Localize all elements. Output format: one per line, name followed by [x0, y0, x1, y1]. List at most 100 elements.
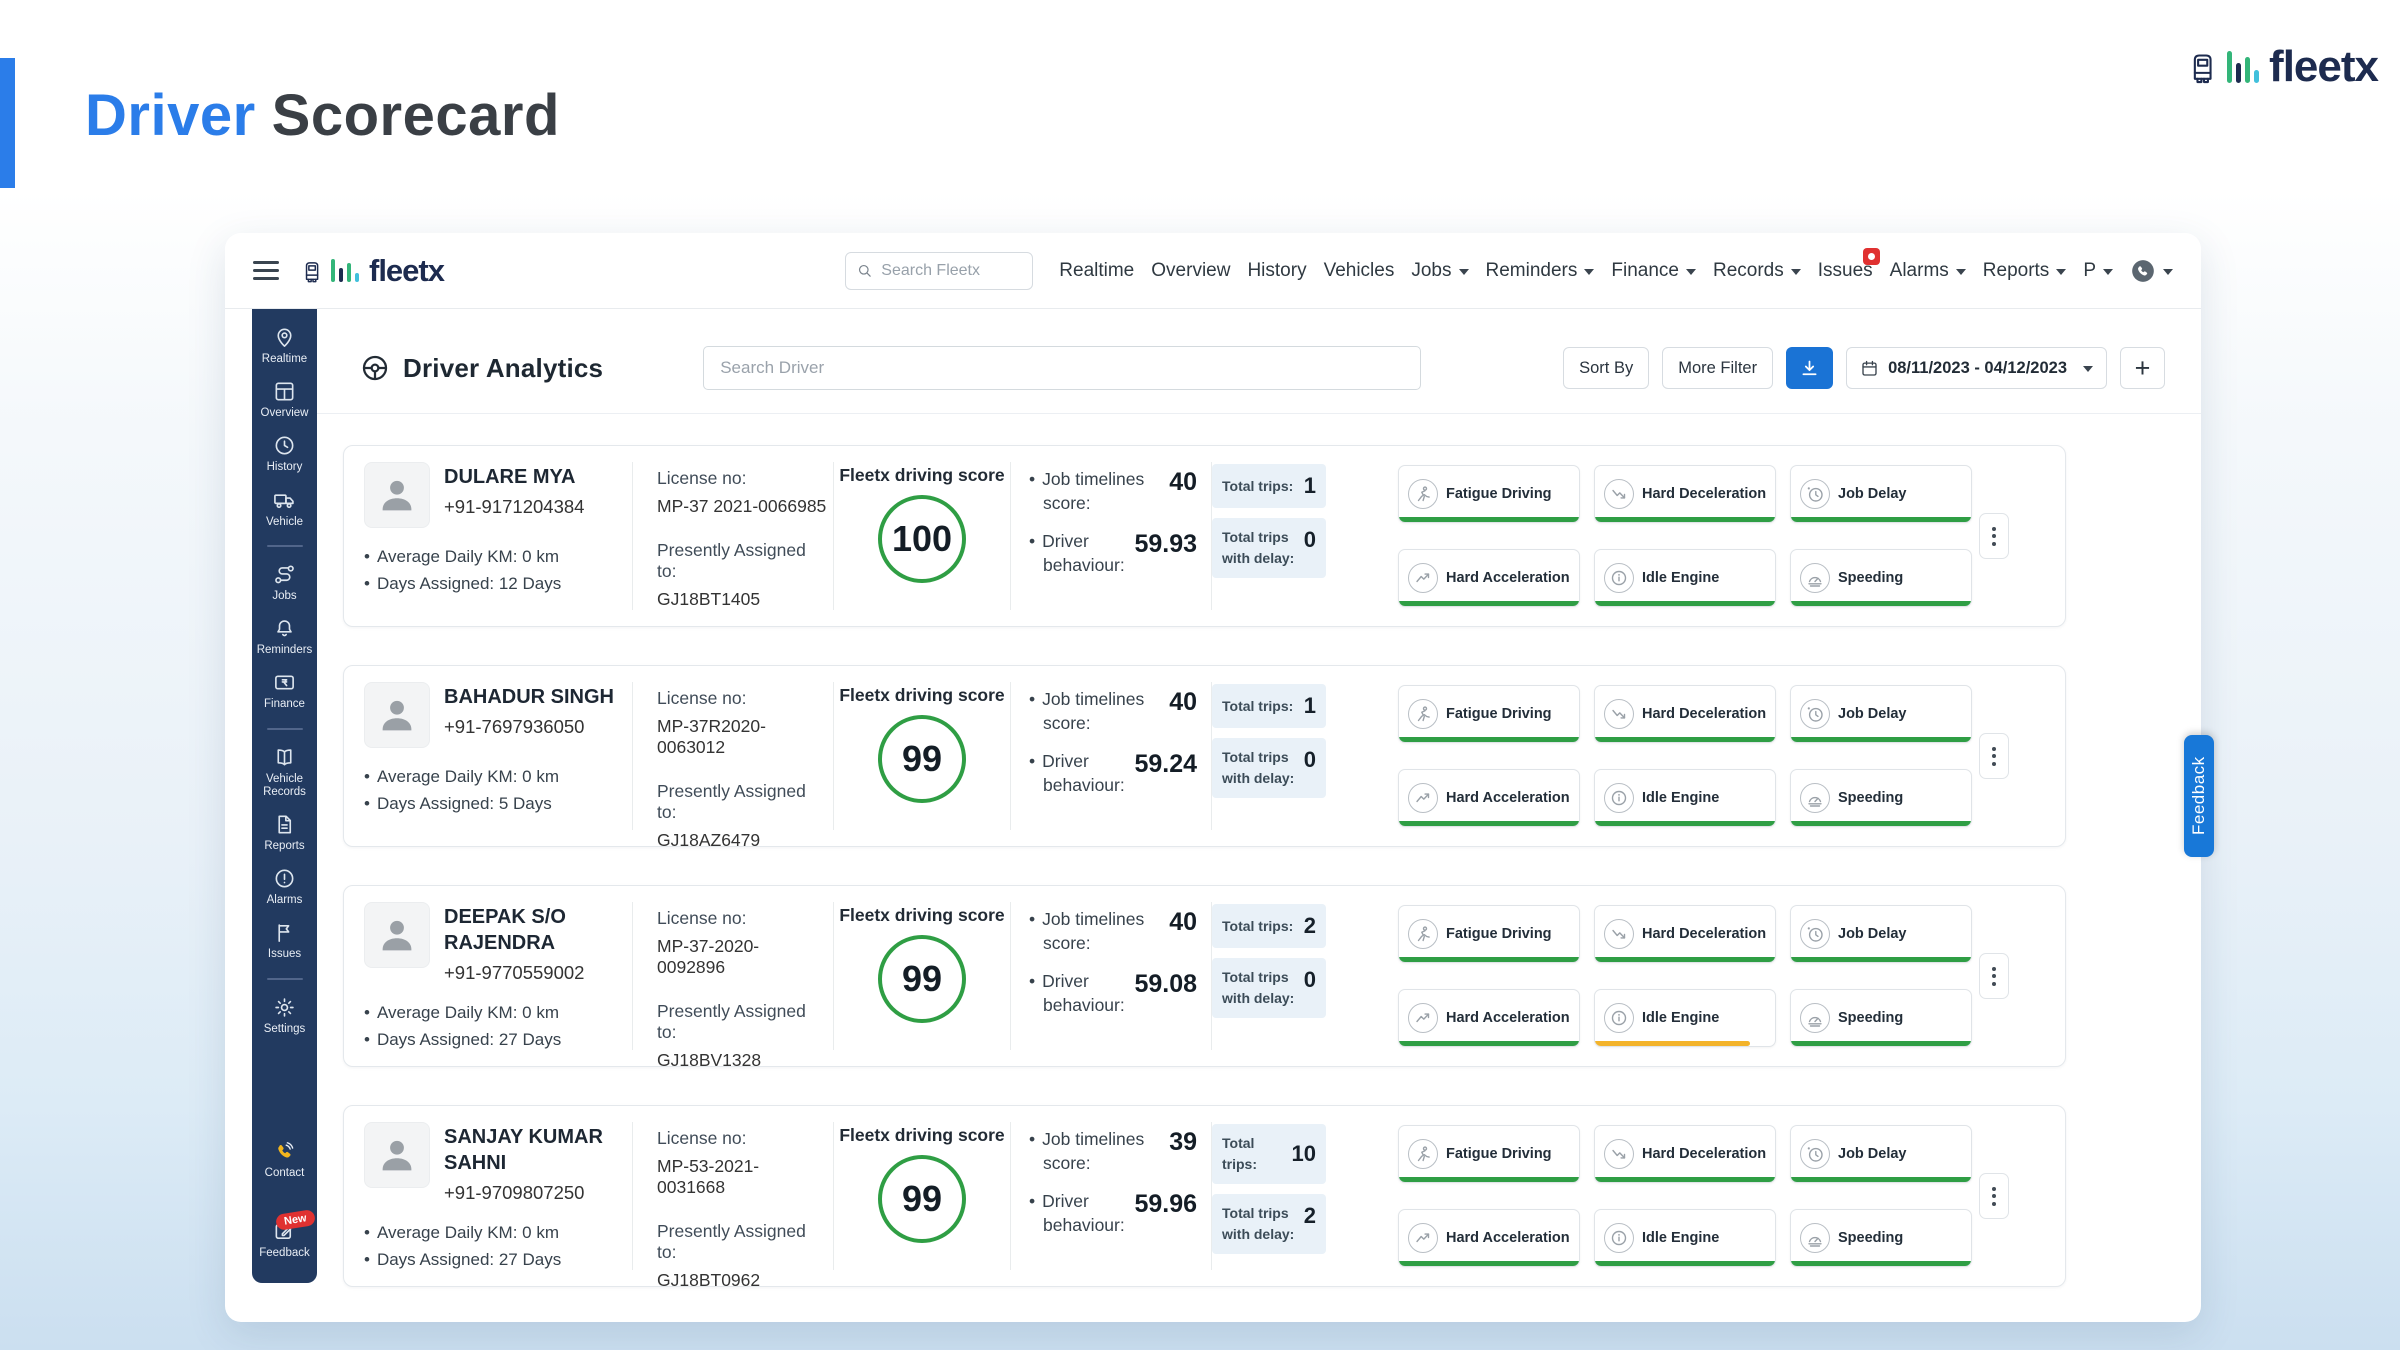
license-value: MP-37R2020-0063012: [657, 716, 766, 757]
behavior-hard-deceleration[interactable]: Hard Deceleration: [1594, 905, 1776, 963]
page-title-secondary: Scorecard: [271, 83, 560, 148]
chevron-down-icon: [1685, 268, 1696, 275]
behavior-fatigue-driving[interactable]: Fatigue Driving: [1398, 905, 1580, 963]
global-search-input[interactable]: [881, 261, 1023, 280]
more-filter-button[interactable]: More Filter: [1662, 347, 1774, 389]
download-button[interactable]: [1786, 347, 1834, 389]
card-divider: [632, 902, 633, 1050]
sidebar-item-label: Jobs: [272, 589, 297, 602]
sort-by-button[interactable]: Sort By: [1563, 347, 1650, 389]
behavior-fatigue-driving[interactable]: Fatigue Driving: [1398, 1125, 1580, 1183]
nav-item-jobs[interactable]: Jobs: [1411, 259, 1469, 282]
nav-item-vehicles[interactable]: Vehicles: [1324, 260, 1395, 282]
behavior-job-delay[interactable]: Job Delay: [1790, 465, 1972, 523]
sidebar-item-contact[interactable]: Contact: [252, 1140, 317, 1180]
sidebar-item-feedback[interactable]: Feedback New: [252, 1208, 317, 1260]
behavior-label: Job Delay: [1838, 1146, 1907, 1162]
main-content: Driver Analytics Sort By More Filter 08/…: [317, 309, 2201, 1322]
nav-item-p[interactable]: P: [2083, 260, 2113, 282]
nav-item-reports[interactable]: Reports: [1983, 260, 2067, 282]
nav-item-finance[interactable]: Finance: [1611, 260, 1696, 282]
behavior-hard-deceleration[interactable]: Hard Deceleration: [1594, 465, 1776, 523]
sidebar-item-label: Reminders: [256, 644, 313, 657]
behavior-hard-deceleration[interactable]: Hard Deceleration: [1594, 685, 1776, 743]
sidebar-item-reminders[interactable]: Reminders: [252, 617, 317, 657]
settings-icon: [273, 996, 296, 1019]
contact-phone-icon: [273, 1140, 296, 1163]
nav-item-label: Jobs: [1411, 259, 1452, 281]
global-search[interactable]: [845, 251, 1034, 290]
nav-item-issues[interactable]: Issues: [1818, 247, 1880, 282]
sidebar-item-label: History: [266, 461, 303, 474]
assigned-label: Presently Assigned to:: [657, 1221, 806, 1262]
total-trips-label: Total trips:: [1222, 477, 1294, 494]
behavior-hard-acceleration[interactable]: Hard Acceleration: [1398, 989, 1580, 1047]
nav-item-realtime[interactable]: Realtime: [1059, 260, 1134, 282]
alarms-icon: [273, 867, 296, 890]
sidebar-item-jobs[interactable]: Jobs: [252, 563, 317, 603]
nav-item-records[interactable]: Records: [1713, 260, 1801, 282]
nav-item-history[interactable]: History: [1247, 260, 1306, 282]
driver-cards-list: DULARE MYA +91-9171204384 Average Daily …: [317, 445, 2201, 1290]
assigned-value: GJ18BV1328: [657, 1050, 762, 1070]
driver-behaviour-value: 59.08: [1134, 970, 1197, 999]
nav-item-alarms[interactable]: Alarms: [1890, 260, 1966, 282]
sidebar-item-vehicle[interactable]: Vehicle: [252, 489, 317, 529]
driver-card: BAHADUR SINGH +91-7697936050 Average Dai…: [343, 665, 2066, 850]
date-range-button[interactable]: 08/11/2023 - 04/12/2023: [1846, 347, 2107, 389]
menu-icon[interactable]: [253, 261, 279, 280]
driving-score-label: Fleetx driving score: [839, 1125, 1005, 1145]
total-trips-value: 10: [1291, 1141, 1316, 1166]
card-menu-button[interactable]: [1979, 513, 2009, 559]
behavior-score-bar: [1595, 1041, 1750, 1046]
trend-down-icon: [1604, 919, 1634, 949]
add-button[interactable]: +: [2120, 347, 2165, 389]
behavior-speeding[interactable]: Speeding: [1790, 1209, 1972, 1267]
behavior-hard-acceleration[interactable]: Hard Acceleration: [1398, 769, 1580, 827]
sidebar-item-reports[interactable]: Reports: [252, 813, 317, 853]
behavior-idle-engine[interactable]: Idle Engine: [1594, 1209, 1776, 1267]
nav-item-overview[interactable]: Overview: [1151, 260, 1230, 282]
sidebar-item-overview[interactable]: Overview: [252, 380, 317, 420]
sidebar-item-settings[interactable]: Settings: [252, 996, 317, 1036]
behavior-job-delay[interactable]: Job Delay: [1790, 685, 1972, 743]
nav-item-reminders[interactable]: Reminders: [1486, 260, 1595, 282]
behavior-speeding[interactable]: Speeding: [1790, 549, 1972, 607]
sidebar-item-finance[interactable]: Finance: [252, 671, 317, 711]
behavior-hard-deceleration[interactable]: Hard Deceleration: [1594, 1125, 1776, 1183]
driver-search-input[interactable]: [704, 358, 1421, 378]
behavior-job-delay[interactable]: Job Delay: [1790, 905, 1972, 963]
behavior-job-delay[interactable]: Job Delay: [1790, 1125, 1972, 1183]
behavior-speeding[interactable]: Speeding: [1790, 769, 1972, 827]
fleetx-logo[interactable]: fleetx: [301, 253, 445, 289]
behavior-score-bar: [1791, 1041, 1971, 1046]
sidebar-item-issues[interactable]: Issues: [252, 921, 317, 961]
behavior-idle-engine[interactable]: Idle Engine: [1594, 549, 1776, 607]
card-menu-button[interactable]: [1979, 1173, 2009, 1219]
sidebar-item-alarms[interactable]: Alarms: [252, 867, 317, 907]
total-trips-value: 1: [1303, 473, 1316, 498]
behavior-fatigue-driving[interactable]: Fatigue Driving: [1398, 685, 1580, 743]
sidebar: Realtime Overview History Vehicle Jobs Remind…: [252, 309, 317, 1283]
total-trips-delay-label: Total trips with delay:: [1222, 969, 1295, 1006]
feedback-tab[interactable]: Feedback: [2184, 735, 2214, 857]
behavior-fatigue-driving[interactable]: Fatigue Driving: [1398, 465, 1580, 523]
page-title-primary: Driver: [85, 83, 256, 148]
behavior-hard-acceleration[interactable]: Hard Acceleration: [1398, 549, 1580, 607]
card-menu-button[interactable]: [1979, 733, 2009, 779]
trend-up-icon: [1408, 1003, 1438, 1033]
behavior-label: Hard Deceleration: [1642, 1146, 1767, 1162]
date-range-label: 08/11/2023 - 04/12/2023: [1888, 358, 2067, 377]
driver-search[interactable]: [703, 346, 1422, 390]
sidebar-item-realtime[interactable]: Realtime: [252, 326, 317, 366]
sidebar-item-history[interactable]: History: [252, 434, 317, 474]
behavior-idle-engine[interactable]: Idle Engine: [1594, 989, 1776, 1047]
behavior-idle-engine[interactable]: Idle Engine: [1594, 769, 1776, 827]
sidebar-item-vehicle-records[interactable]: Vehicle Records: [252, 746, 317, 799]
nav-item-support[interactable]: [2130, 258, 2173, 284]
assigned-value: GJ18BT1405: [657, 589, 761, 609]
behavior-hard-acceleration[interactable]: Hard Acceleration: [1398, 1209, 1580, 1267]
driver-behaviour-value: 59.96: [1134, 1190, 1197, 1219]
card-menu-button[interactable]: [1979, 953, 2009, 999]
behavior-speeding[interactable]: Speeding: [1790, 989, 1972, 1047]
